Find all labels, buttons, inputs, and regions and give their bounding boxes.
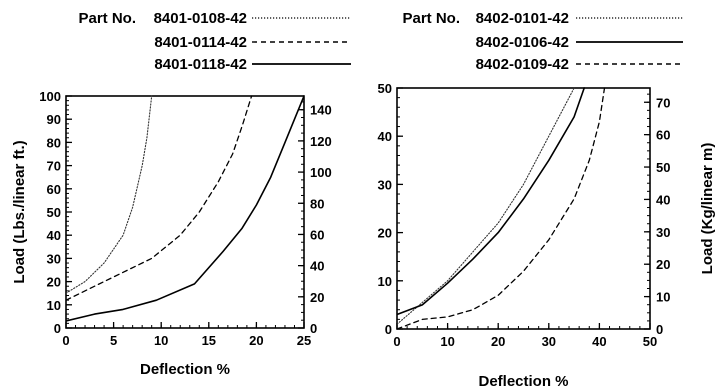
y2-tick-label: 40 (310, 259, 324, 274)
series-line-8401-0108-42 (66, 95, 153, 294)
legend-prefix: Part No. (78, 10, 136, 27)
y2-tick-label: 10 (656, 290, 670, 305)
series-line-8402-0101-42 (397, 87, 575, 325)
legend-label: 8402-0101-42 (476, 10, 569, 27)
y-tick-label: 10 (47, 298, 61, 313)
y2-tick-label: 80 (310, 196, 324, 211)
series-line-8402-0106-42 (397, 87, 586, 316)
x-tick-label: 30 (542, 334, 556, 349)
x-tick-label: 20 (491, 334, 505, 349)
y2-tick-label: 100 (310, 165, 332, 180)
legend-label: 8401-0108-42 (154, 10, 247, 27)
series-line-8401-0114-42 (66, 95, 253, 301)
x-tick-label: 40 (592, 334, 606, 349)
y-tick-label: 50 (378, 81, 392, 96)
legend-label: 8402-0109-42 (476, 56, 569, 73)
y2-tick-label: 70 (656, 95, 670, 110)
x-tick-label: 50 (643, 334, 657, 349)
x-tick-label: 5 (110, 333, 117, 348)
y-tick-label: 40 (378, 129, 392, 144)
y2-tick-label: 120 (310, 134, 332, 149)
x-tick-label: 25 (297, 333, 311, 348)
x-tick-label: 10 (440, 334, 454, 349)
right-chart: 0 10 20 30 40 5001020304050010203040506070Def… (378, 10, 716, 390)
y-tick-label: 20 (47, 275, 61, 290)
y2-tick-label: 40 (656, 192, 670, 207)
legend-label: 8402-0106-42 (476, 34, 569, 51)
y2-tick-label: 60 (310, 227, 324, 242)
legend-label: 8401-0118-42 (154, 56, 247, 73)
y-tick-label: 40 (47, 228, 61, 243)
plot-frame (65, 95, 305, 329)
y-tick-label: 20 (378, 226, 392, 241)
x-axis-label: Deflection % (478, 373, 568, 390)
legend-label: 8401-0114-42 (154, 34, 247, 51)
y-tick-label: 30 (378, 177, 392, 192)
y-tick-label: 0 (385, 322, 392, 337)
y2-tick-label: 30 (656, 225, 670, 240)
plot-frame (396, 87, 651, 330)
y-tick-label: 30 (47, 251, 61, 266)
x-tick-label: 0 (62, 333, 69, 348)
y2-tick-label: 0 (656, 322, 663, 337)
x-axis-label: Deflection % (140, 361, 230, 378)
x-tick-label: 15 (202, 333, 216, 348)
y2-tick-label: 20 (310, 290, 324, 305)
y-tick-label: 90 (47, 112, 61, 127)
series-group (66, 95, 304, 322)
y-axis-label: Load (Kg/linear m) (699, 143, 716, 275)
y2-tick-label: 0 (310, 321, 317, 336)
y2-tick-label: 50 (656, 160, 670, 175)
y-tick-label: 100 (39, 89, 61, 104)
y2-tick-label: 20 (656, 257, 670, 272)
y-tick-label: 0 (54, 321, 61, 336)
y-tick-label: 50 (47, 205, 61, 220)
legend-prefix: Part No. (402, 10, 460, 27)
series-line-8401-0118-42 (66, 95, 304, 322)
y2-tick-label: 60 (656, 128, 670, 143)
y-tick-label: 70 (47, 159, 61, 174)
y-axis-label: Load (Lbs./linear ft.) (11, 140, 28, 283)
x-tick-label: 20 (249, 333, 263, 348)
series-group (397, 87, 606, 330)
y-tick-label: 80 (47, 135, 61, 150)
y-tick-label: 10 (378, 274, 392, 289)
left-chart: 0 5 10 15 20 25010203040506070809010002040608… (11, 10, 351, 378)
series-line-8402-0109-42 (397, 87, 606, 330)
y2-tick-label: 140 (310, 103, 332, 118)
y-tick-label: 60 (47, 182, 61, 197)
x-tick-label: 0 (393, 334, 400, 349)
x-tick-label: 10 (154, 333, 168, 348)
